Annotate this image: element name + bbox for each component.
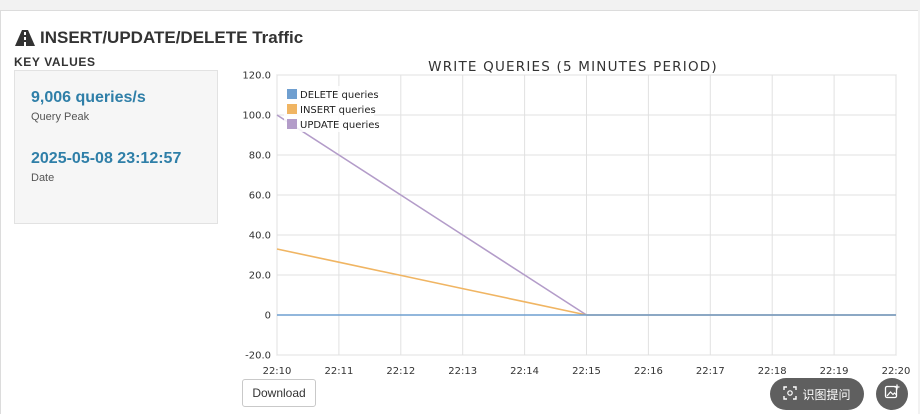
x-tick-label: 22:19	[820, 366, 849, 377]
download-button[interactable]: Download	[242, 379, 316, 407]
y-tick-label: 60.0	[249, 191, 271, 202]
x-tick-label: 22:12	[386, 366, 415, 377]
x-tick-label: 22:15	[572, 366, 601, 377]
road-icon	[15, 30, 35, 46]
legend-entry: INSERT queries	[300, 105, 376, 116]
x-tick-label: 22:10	[263, 366, 292, 377]
chart-svg: WRITE QUERIES (5 MINUTES PERIOD) 120.0 10…	[242, 59, 910, 378]
chart-title: WRITE QUERIES (5 MINUTES PERIOD)	[428, 59, 718, 75]
key-values-box: 9,006 queries/s Query Peak 2025-05-08 23…	[14, 70, 218, 224]
date-label: Date	[31, 172, 55, 184]
y-tick-label: 80.0	[249, 151, 271, 162]
panel-title: INSERT/UPDATE/DELETE Traffic	[15, 28, 303, 48]
legend-swatch	[287, 89, 297, 99]
x-tick-label: 22:14	[510, 366, 539, 377]
x-tick-label: 22:18	[758, 366, 787, 377]
legend-entry: DELETE queries	[300, 90, 379, 101]
query-peak-label: Query Peak	[31, 111, 90, 123]
y-tick-label: 0	[265, 311, 271, 322]
x-tick-label: 22:17	[696, 366, 725, 377]
ocr-ask-label: 识图提问	[802, 387, 851, 402]
y-tick-label: 120.0	[242, 71, 271, 82]
x-tick-label: 22:20	[882, 366, 911, 377]
image-add-button[interactable]	[876, 378, 908, 410]
x-tick-label: 22:11	[324, 366, 353, 377]
legend-background	[284, 86, 374, 132]
panel-title-text: INSERT/UPDATE/DELETE Traffic	[40, 28, 304, 47]
date-value: 2025-05-08 23:12:57	[31, 150, 182, 167]
query-peak-value: 9,006 queries/s	[31, 89, 146, 106]
y-tick-label: 20.0	[249, 271, 271, 282]
legend-swatch	[287, 104, 297, 114]
image-add-icon	[884, 384, 900, 405]
legend-entry: UPDATE queries	[300, 120, 380, 131]
legend-swatch	[287, 119, 297, 129]
y-tick-label: 100.0	[242, 111, 271, 122]
x-tick-label: 22:13	[448, 366, 477, 377]
write-queries-chart: WRITE QUERIES (5 MINUTES PERIOD) 120.0 10…	[230, 56, 920, 382]
chart-series	[276, 114, 896, 316]
y-tick-label: 40.0	[249, 231, 271, 242]
ocr-ask-button[interactable]: 识图提问	[770, 378, 864, 410]
key-values-heading: KEY VALUES	[14, 55, 96, 69]
scan-icon	[783, 385, 798, 403]
chart-axis-labels: 120.0 100.0 80.0 60.0 40.0 20.0 0 -20.0 22:10 22:…	[242, 71, 910, 378]
chart-grid	[276, 74, 897, 356]
x-tick-label: 22:16	[634, 366, 663, 377]
y-tick-label: -20.0	[245, 351, 271, 362]
chart-legend: DELETE queries INSERT queries UPDATE queri…	[284, 86, 380, 132]
